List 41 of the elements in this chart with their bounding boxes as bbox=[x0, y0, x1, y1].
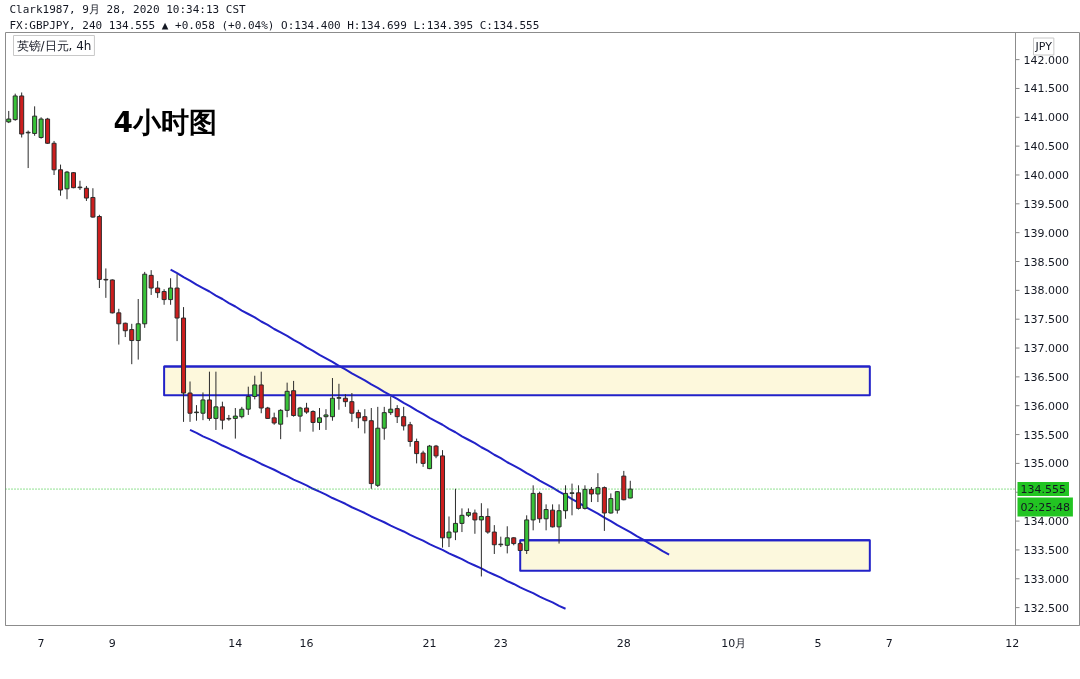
y-tick-label: 132.500 bbox=[1023, 601, 1069, 615]
y-tick-label: 141.500 bbox=[1023, 82, 1069, 96]
y-tick-label: 133.500 bbox=[1023, 543, 1069, 557]
y-tick-label: 138.500 bbox=[1023, 255, 1069, 269]
y-tick-label: 140.000 bbox=[1023, 168, 1069, 182]
y-tick-label: 141.000 bbox=[1023, 111, 1069, 125]
y-tick-label: 137.500 bbox=[1023, 313, 1069, 327]
x-tick-label: 16 bbox=[299, 636, 314, 650]
y-tick-label: 140.500 bbox=[1023, 140, 1069, 154]
line-series bbox=[189, 428, 567, 610]
x-tick-label: 9 bbox=[108, 636, 116, 650]
y-tick-label: 134.000 bbox=[1023, 515, 1069, 529]
y-tick-label: 138.000 bbox=[1023, 284, 1069, 298]
annotation: 4小时图 bbox=[113, 106, 217, 139]
chart-subtitle: FX:GBPJPY, 240 134.555 ▲ +0.058 (+0.04%) O:134.400 H:134.699 L:134.395 C:134.555 bbox=[9, 19, 540, 32]
y-tick-label: 135.000 bbox=[1023, 457, 1069, 471]
y-tick-label: 135.500 bbox=[1023, 428, 1069, 442]
candlestick bbox=[258, 371, 264, 414]
y-tick-label: 133.000 bbox=[1023, 572, 1069, 586]
x-tick-label: 21 bbox=[422, 636, 437, 650]
x-tick-label: 12 bbox=[1005, 636, 1020, 650]
x-tick-label: 10月 bbox=[721, 636, 747, 650]
ref-line-label: 134.555 bbox=[1020, 483, 1066, 497]
text: Clark1987, 9月 28, 2020 10:34:13 CST bbox=[9, 3, 247, 16]
candlestick bbox=[336, 383, 342, 411]
y-tick-label: 137.000 bbox=[1023, 342, 1069, 356]
y-tick-label: 142.000 bbox=[1023, 53, 1069, 67]
x-tick-label: 5 bbox=[814, 636, 822, 650]
y-tick-label: 139.000 bbox=[1023, 226, 1069, 240]
candlestick bbox=[148, 269, 154, 296]
y-axis-title: JPY bbox=[1034, 40, 1053, 53]
text: 英镑/日元, 4h bbox=[16, 38, 92, 53]
x-tick-label: 14 bbox=[228, 636, 243, 650]
y-tick-label: 136.500 bbox=[1023, 370, 1069, 384]
x-tick-label: 28 bbox=[616, 636, 631, 650]
text: 02:25:48 bbox=[1020, 500, 1070, 514]
x-tick-label: 7 bbox=[37, 636, 45, 650]
y-tick-label: 139.500 bbox=[1023, 197, 1069, 211]
y-tick-label: 136.000 bbox=[1023, 399, 1069, 413]
x-tick-label: 7 bbox=[885, 636, 893, 650]
x-tick-label: 23 bbox=[493, 636, 508, 650]
